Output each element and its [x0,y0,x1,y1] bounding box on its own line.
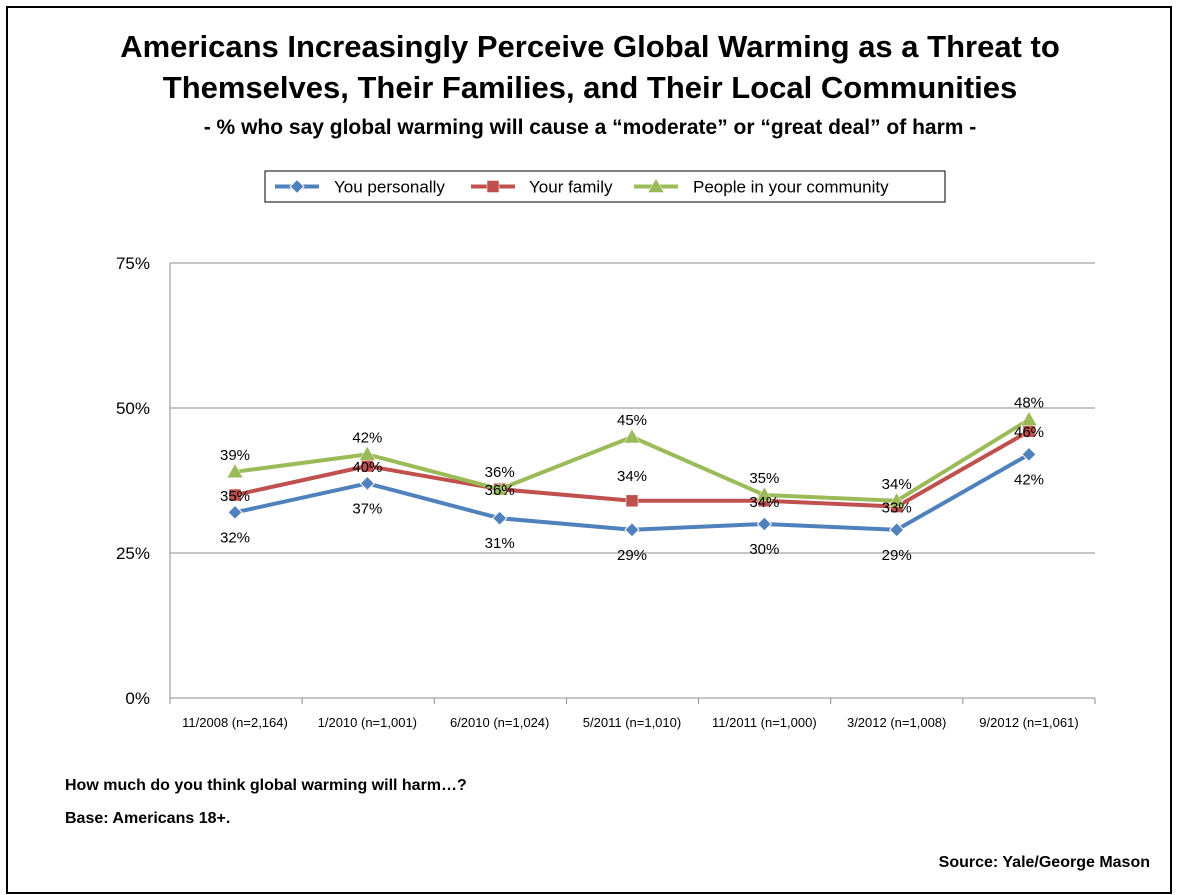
data-label: 39% [220,447,250,464]
series-0-point [227,504,243,521]
data-label: 33% [882,500,912,517]
title-line-2: Themselves, Their Families, and Their Lo… [162,70,1018,105]
legend-box [264,170,946,203]
series-0-point [359,475,376,492]
x-tick-label: 11/2011 (n=1,000) [712,715,817,730]
data-label: 29% [617,547,647,564]
series-2-point [755,486,773,502]
base-note: Base: Americans 18+. [65,810,231,827]
x-tick-label: 5/2011 (n=1,010) [583,715,681,730]
legend-marker-1 [486,180,500,193]
series-0-point [491,510,508,526]
series-2-point [1020,411,1038,426]
series-1-point [228,488,242,502]
data-label: 45% [617,412,647,429]
y-tick-label: 0% [125,689,150,708]
series-2-point [358,445,376,461]
data-label: 37% [352,500,382,517]
series-2-point [623,428,641,444]
chart-subtitle: - % who say global warming will cause a … [203,116,977,139]
x-tick-label: 1/2010 (n=1,001) [318,715,417,730]
data-label: 36% [485,482,515,499]
legend-label: Your family [529,178,613,197]
data-label: 35% [220,488,250,505]
legend-marker-0 [289,178,305,195]
legend-marker-2 [647,177,665,193]
data-label: 46% [1014,424,1044,441]
legend-label: You personally [334,178,445,197]
data-label: 34% [749,494,779,511]
series-0-point [624,522,640,538]
question-note: How much do you think global warming wil… [65,777,467,794]
x-tick-label: 6/2010 (n=1,024) [450,715,549,730]
y-tick-label: 50% [116,399,150,418]
data-label: 35% [749,470,779,487]
series-0-point [888,522,905,538]
x-tick-label: 11/2008 (n=2,164) [182,715,288,730]
chart-title: Americans Increasingly Perceive Global W… [0,26,1180,108]
series-0-point [1021,446,1037,463]
title-line-1: Americans Increasingly Perceive Global W… [120,29,1060,64]
data-label: 48% [1014,395,1044,412]
series-2-point [888,492,906,508]
data-label: 29% [882,547,912,564]
data-label: 42% [352,429,382,446]
x-tick-label: 3/2012 (n=1,008) [847,715,946,730]
data-label: 34% [617,468,647,485]
legend-label: People in your community [693,178,889,197]
data-label: 30% [749,541,779,558]
data-label: 40% [352,459,382,476]
data-label: 36% [485,464,515,481]
y-tick-label: 75% [116,254,150,273]
series-2-point [226,463,244,479]
series-1-point [625,494,639,508]
x-tick-label: 9/2012 (n=1,061) [979,715,1078,730]
series-0-point [756,516,773,532]
data-label: 32% [220,529,250,546]
y-tick-label: 25% [116,544,150,563]
source-note: Source: Yale/George Mason [938,854,1150,871]
data-label: 31% [485,535,515,552]
data-label: 42% [1014,471,1044,488]
data-label: 34% [882,476,912,493]
series-2-point [491,480,509,496]
